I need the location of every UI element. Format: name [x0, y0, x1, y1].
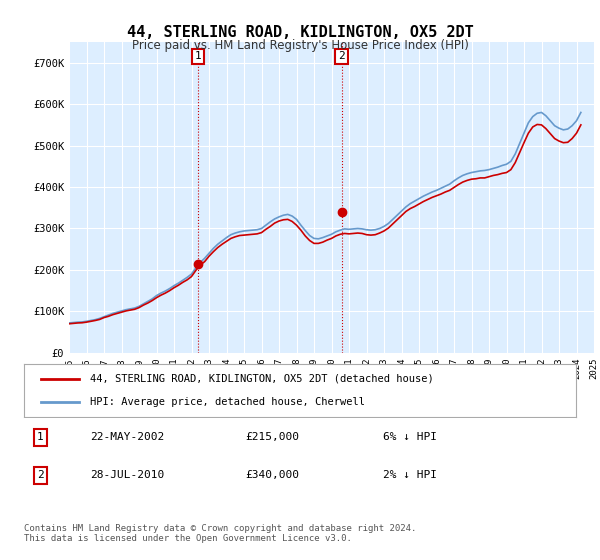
Text: £215,000: £215,000 [245, 432, 299, 442]
Text: 1: 1 [37, 432, 44, 442]
Text: 2: 2 [37, 470, 44, 480]
Text: 44, STERLING ROAD, KIDLINGTON, OX5 2DT: 44, STERLING ROAD, KIDLINGTON, OX5 2DT [127, 25, 473, 40]
Text: 44, STERLING ROAD, KIDLINGTON, OX5 2DT (detached house): 44, STERLING ROAD, KIDLINGTON, OX5 2DT (… [90, 374, 434, 384]
Text: 1: 1 [195, 52, 202, 62]
Text: 2% ↓ HPI: 2% ↓ HPI [383, 470, 437, 480]
Text: 22-MAY-2002: 22-MAY-2002 [90, 432, 164, 442]
Text: £340,000: £340,000 [245, 470, 299, 480]
Text: HPI: Average price, detached house, Cherwell: HPI: Average price, detached house, Cher… [90, 397, 365, 407]
Text: Contains HM Land Registry data © Crown copyright and database right 2024.
This d: Contains HM Land Registry data © Crown c… [24, 524, 416, 543]
Text: 28-JUL-2010: 28-JUL-2010 [90, 470, 164, 480]
Text: Price paid vs. HM Land Registry's House Price Index (HPI): Price paid vs. HM Land Registry's House … [131, 39, 469, 52]
Text: 2: 2 [338, 52, 345, 62]
Text: 6% ↓ HPI: 6% ↓ HPI [383, 432, 437, 442]
